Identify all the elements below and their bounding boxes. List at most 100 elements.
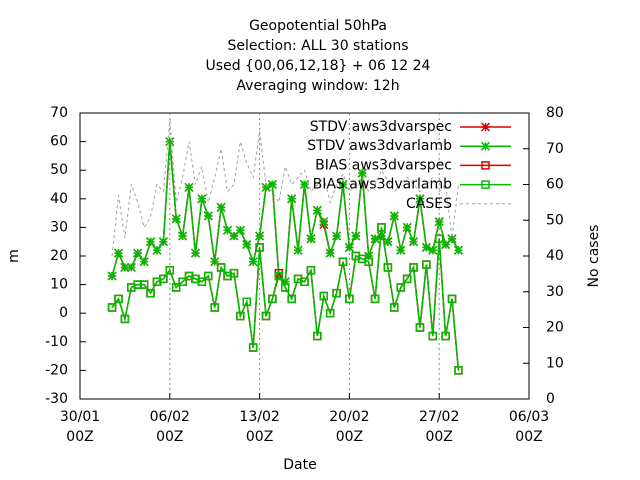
point-marker — [293, 245, 303, 255]
x-tick-label: 13/02 00Z — [239, 409, 279, 445]
point-marker — [190, 248, 200, 258]
chart-title: Used {00,06,12,18} + 06 12 24 — [206, 58, 431, 74]
legend-marker — [480, 122, 491, 132]
series-line — [111, 120, 459, 257]
y2-tick-label: 0 — [546, 391, 555, 407]
point-marker — [370, 234, 380, 244]
point-marker — [281, 283, 290, 292]
y-tick-label: 70 — [50, 105, 68, 121]
point-marker — [210, 303, 219, 312]
point-marker — [178, 231, 188, 241]
point-marker — [390, 303, 399, 312]
point-marker — [216, 263, 226, 272]
point-marker — [428, 331, 438, 341]
point-marker — [120, 314, 130, 324]
point-marker — [159, 274, 168, 284]
point-marker — [235, 225, 245, 235]
y2-tick-label: 20 — [546, 320, 564, 336]
y2-tick-label: 80 — [546, 105, 564, 121]
point-marker — [126, 262, 136, 272]
point-marker — [389, 211, 399, 221]
point-marker — [197, 277, 207, 286]
point-marker — [139, 280, 149, 289]
y-tick-label: -30 — [45, 391, 68, 407]
point-marker — [171, 214, 181, 224]
y-tick-label: -20 — [45, 362, 68, 378]
point-marker — [152, 245, 162, 255]
x-tick-label: 20/02 00Z — [329, 409, 369, 445]
point-marker — [236, 311, 245, 321]
point-marker — [287, 294, 296, 304]
x-tick-label: 30/01 00Z — [60, 409, 100, 445]
point-marker — [133, 248, 143, 258]
point-marker — [300, 277, 309, 286]
point-marker — [441, 240, 451, 250]
point-marker — [229, 231, 239, 241]
y-axis-label: m — [6, 249, 22, 263]
point-marker — [165, 137, 175, 147]
y2-tick-label: 70 — [546, 141, 564, 157]
y-tick-label: 10 — [50, 277, 68, 293]
point-marker — [402, 274, 412, 284]
point-marker — [338, 179, 348, 190]
y-tick-label: 50 — [50, 162, 68, 178]
point-marker — [114, 294, 123, 304]
point-marker — [204, 271, 213, 281]
point-marker — [376, 231, 387, 241]
point-marker — [255, 231, 265, 241]
x-tick-label: 27/02 00Z — [419, 409, 459, 445]
point-marker — [383, 237, 393, 247]
point-marker — [267, 179, 277, 190]
legend-marker — [480, 141, 491, 151]
legend-marker — [481, 180, 490, 189]
legend-marker — [481, 161, 490, 170]
point-marker — [351, 231, 361, 241]
y-tick-label: 60 — [50, 134, 68, 150]
y2-tick-label: 50 — [546, 212, 564, 228]
point-marker — [325, 248, 335, 258]
point-marker — [332, 231, 342, 241]
point-marker — [274, 271, 284, 281]
point-marker — [146, 288, 155, 298]
x-tick-label: 06/03 00Z — [509, 409, 549, 445]
series-line — [111, 227, 460, 371]
point-marker — [332, 288, 341, 298]
point-marker — [107, 271, 117, 281]
point-marker — [184, 182, 194, 192]
point-marker — [210, 257, 220, 267]
point-marker — [421, 242, 431, 252]
point-marker — [165, 266, 175, 275]
point-marker — [120, 262, 130, 272]
point-marker — [383, 263, 393, 272]
legend-label: CASES — [406, 196, 452, 212]
point-marker — [434, 234, 444, 244]
y2-tick-label: 30 — [546, 284, 564, 300]
point-marker — [409, 263, 418, 272]
point-marker — [319, 291, 328, 301]
point-marker — [203, 211, 213, 221]
y2-tick-label: 60 — [546, 177, 564, 193]
point-marker — [222, 225, 233, 235]
y-tick-label: 30 — [50, 219, 68, 235]
y-tick-label: -10 — [45, 334, 68, 350]
point-marker — [344, 242, 354, 252]
point-marker — [255, 243, 264, 252]
point-marker — [396, 245, 406, 255]
chart-title: Geopotential 50hPa — [249, 18, 387, 34]
point-marker — [248, 343, 258, 352]
plot-frame — [79, 112, 530, 400]
x-tick-label: 06/02 00Z — [150, 409, 190, 445]
y2-tick-label: 10 — [546, 355, 564, 371]
y-tick-label: 20 — [50, 248, 68, 264]
chart-title: Averaging window: 12h — [236, 78, 399, 94]
point-marker — [441, 331, 450, 341]
point-marker — [158, 237, 168, 247]
point-marker — [197, 194, 207, 204]
point-marker — [396, 283, 405, 292]
point-marker — [261, 182, 271, 192]
point-marker — [409, 237, 419, 247]
legend-label: STDV aws3dvarlamb — [307, 138, 452, 154]
point-marker — [306, 234, 316, 244]
series-line — [111, 227, 460, 371]
chart-title: Selection: ALL 30 stations — [227, 38, 408, 54]
